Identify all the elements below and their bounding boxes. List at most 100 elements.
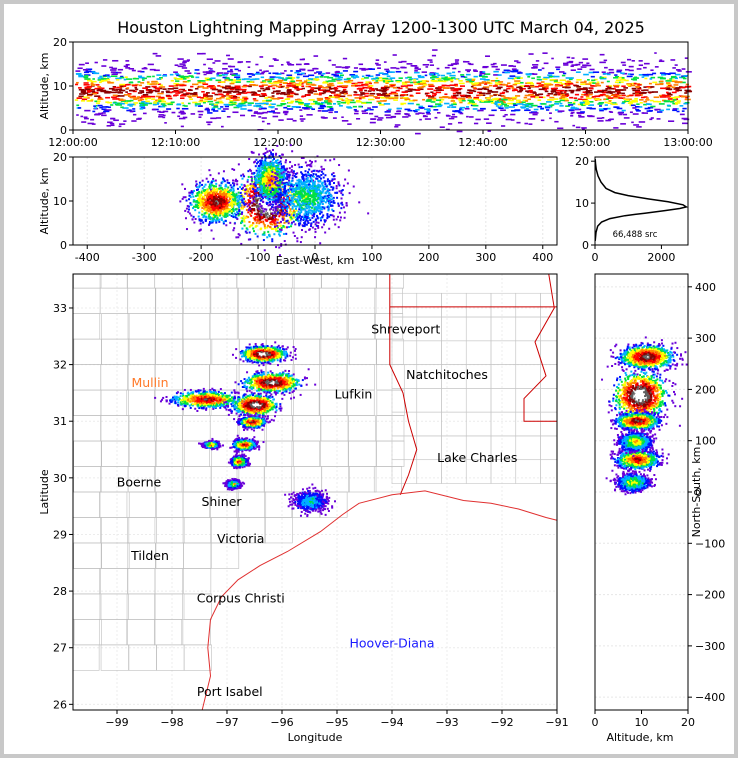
altitude-time-bin: [523, 96, 528, 99]
altitude-time-bin: [119, 83, 126, 86]
altitude-ew-bin: [270, 227, 273, 230]
altitude-time-bin: [374, 62, 379, 65]
altitude-ew-bin: [289, 208, 292, 211]
altitude-time-bin: [451, 95, 457, 98]
altitude-ew-bin: [258, 220, 261, 223]
altitude-time-bin: [431, 75, 435, 77]
altitude-time-bin: [297, 73, 303, 76]
altitude-time-bin: [79, 93, 86, 95]
altitude-time-bin: [589, 101, 594, 103]
altitude-ew-bin: [208, 169, 211, 172]
altitude-time-bin: [525, 90, 530, 92]
altitude-time-bin: [632, 107, 637, 109]
altitude-time-bin: [516, 77, 521, 80]
altitude-ew-bin: [271, 216, 274, 219]
altitude-ew-bin: [237, 163, 240, 166]
altitude-ew-bin: [212, 199, 215, 202]
altitude-time-bin: [512, 96, 518, 99]
altitude-time-bin: [270, 106, 274, 109]
altitude-time-bin: [206, 85, 214, 88]
altitude-time-bin: [489, 95, 494, 97]
altitude-ew-bin: [210, 199, 213, 202]
altitude-time-bin: [199, 96, 204, 99]
altitude-time-bin: [404, 90, 411, 93]
altitude-ew-bin: [252, 197, 255, 200]
altitude-time-bin: [168, 85, 174, 87]
altitude-ew-bin: [243, 197, 246, 200]
altitude-time-bin: [621, 102, 625, 105]
altitude-ew-bin: [238, 234, 241, 237]
altitude-time-bin: [299, 58, 305, 61]
altitude-ew-bin: [193, 189, 196, 192]
altitude-time-bin: [260, 107, 266, 110]
altitude-time-bin: [91, 84, 95, 87]
altitude-time-bin: [580, 96, 584, 98]
altitude-ew-bin: [223, 180, 226, 183]
altitude-time-bin: [339, 95, 346, 98]
altitude-time-bin: [471, 103, 477, 105]
altitude-time-bin: [104, 91, 111, 94]
altitude-ew-bin: [220, 217, 223, 220]
altitude-time-bin: [115, 91, 122, 93]
altitude-ew-bin: [243, 217, 246, 220]
altitude-ew-bin: [221, 202, 224, 205]
altitude-time-bin: [617, 112, 624, 114]
altitude-time-bin: [584, 80, 587, 83]
altitude-time-bin: [90, 82, 94, 85]
altitude-ew-bin: [224, 210, 227, 213]
altitude-time-bin: [324, 97, 331, 99]
altitude-time-bin: [540, 107, 545, 110]
altitude-time-bin: [636, 68, 642, 70]
altitude-time-bin: [306, 114, 313, 116]
altitude-time-bin: [76, 104, 80, 107]
altitude-time-bin: [516, 61, 521, 64]
altitude-time-bin: [198, 116, 202, 118]
altitude-time-bin: [459, 112, 464, 115]
altitude-ew-bin: [259, 199, 262, 202]
altitude-time-bin: [364, 109, 368, 111]
altitude-time-bin: [575, 81, 579, 84]
altitude-time-bin: [384, 114, 391, 116]
altitude-time-bin: [106, 125, 111, 127]
altitude-ew-bin: [189, 196, 192, 199]
altitude-ew-bin: [233, 203, 236, 206]
altitude-time-bin: [219, 96, 225, 99]
altitude-time-bin: [129, 110, 134, 113]
altitude-time-bin: [380, 93, 384, 96]
altitude-time-bin: [360, 92, 365, 94]
altitude-time-bin: [93, 91, 99, 94]
altitude-time-bin: [157, 83, 162, 86]
altitude-ew-bin: [254, 165, 257, 168]
altitude-time-bin: [493, 62, 497, 65]
altitude-ew-bin: [201, 213, 204, 216]
altitude-time-bin: [513, 83, 517, 86]
altitude-ew-bin: [208, 223, 211, 226]
altitude-time-bin: [574, 93, 580, 96]
altitude-time-bin: [339, 92, 346, 94]
altitude-time-bin: [162, 114, 166, 117]
altitude-time-bin: [490, 79, 496, 82]
altitude-ew-bin: [220, 186, 223, 189]
altitude-ew-bin: [267, 230, 270, 233]
altitude-time-bin: [151, 83, 158, 85]
altitude-time-bin: [237, 91, 243, 94]
altitude-time-bin: [629, 94, 634, 97]
altitude-ew-bin: [201, 206, 204, 209]
altitude-time-bin: [666, 83, 671, 85]
altitude-time-bin: [597, 89, 602, 92]
altitude-time-bin: [669, 78, 673, 80]
altitude-time-bin: [123, 65, 129, 68]
altitude-time-bin: [144, 97, 151, 100]
altitude-time-bin: [120, 75, 124, 78]
altitude-time-bin: [388, 96, 394, 99]
altitude-time-bin: [473, 87, 477, 90]
altitude-time-bin: [432, 92, 436, 95]
altitude-time-bin: [151, 81, 157, 83]
altitude-time-bin: [110, 75, 118, 78]
altitude-time-bin: [226, 54, 231, 57]
altitude-time-bin: [516, 99, 521, 102]
altitude-time-bin: [173, 82, 179, 85]
altitude-time-bin: [194, 104, 198, 107]
altitude-time-bin: [667, 84, 672, 87]
altitude-ew-bin: [184, 196, 187, 199]
